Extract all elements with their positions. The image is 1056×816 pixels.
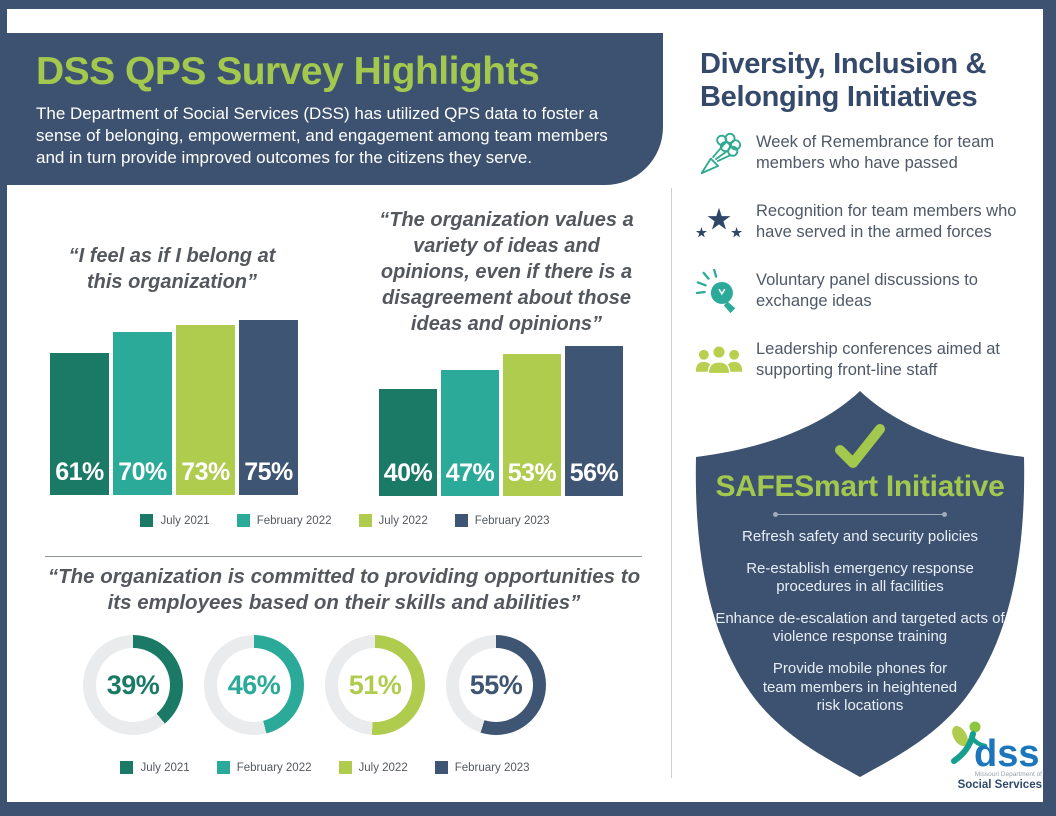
legend-swatch [216,761,230,774]
bouquet-icon [694,130,744,178]
sidebar-initiative-item: Recognition for team members who have se… [694,199,1046,247]
legend-item-february-2022: February 2022 [216,761,312,774]
header-block: DSS QPS Survey Highlights The Department… [0,33,663,185]
sidebar-initiative-text: Recognition for team members who have se… [756,202,1017,241]
legend-label: July 2022 [358,761,408,774]
bar-value-label: 47% [445,459,495,487]
sidebar-initiative-text: Leadership conferences aimed at supporti… [756,340,1000,379]
survey-question-ideas: “The organization values a variety of id… [379,209,634,335]
safesmart-divider [773,512,947,517]
page-title: DSS QPS Survey Highlights [36,50,540,93]
legend-swatch [236,514,250,527]
sidebar-initiative-item: Week of Remembrance for team members who… [694,130,1046,178]
legend-label: February 2023 [454,761,530,774]
legend-item-february-2023: February 2023 [434,761,530,774]
bar-july-2022: 73% [176,325,235,495]
safesmart-item: Enhance de-escalation and targeted acts … [715,609,1005,646]
safesmart-item: Re-establish emergency response procedur… [746,559,974,596]
donut-chart-row: 39% 46% 51% 55% [83,635,546,735]
legend-item-july-2022: July 2022 [338,761,408,774]
legend-swatch [338,761,352,774]
bar-february-2022: 70% [113,332,172,495]
bar-july-2021: 40% [379,389,437,496]
donut-february-2022: 46% [204,635,304,735]
safesmart-title: SAFESmart Initiative [715,470,1005,503]
sidebar-initiative-item: Voluntary panel discussions to exchange … [694,268,1046,316]
safesmart-item: Provide mobile phones for team members i… [762,659,958,715]
legend-swatch [140,514,154,527]
lightbulb-icon [694,268,744,316]
legend-item-july-2022: July 2022 [358,514,428,527]
survey-question-belonging: “I feel as if I belong at this organizat… [68,245,276,293]
stars-icon [694,199,744,247]
bar-chart-belonging: 61% 70% 73% 75% [50,320,298,495]
legend-swatch [120,761,134,774]
sidebar-initiatives-list: Week of Remembrance for team members who… [694,130,1046,385]
page-subtitle: The Department of Social Services (DSS) … [36,104,608,167]
svg-text:dss: dss [974,733,1039,775]
dss-logo: dss Missouri Department of Social Servic… [951,721,1042,791]
donut-value-label: 39% [96,648,170,722]
bar-value-label: 75% [244,458,293,486]
legend-item-july-2021: July 2021 [140,514,210,527]
legend-item-july-2021: July 2021 [120,761,190,774]
svg-text:Social Services: Social Services [958,779,1042,791]
legend-label: July 2021 [160,514,210,527]
bar-july-2022: 53% [503,354,561,496]
legend-label: July 2021 [140,761,190,774]
donut-february-2023: 55% [446,635,546,735]
sidebar-title: Diversity, Inclusion & Belonging Initiat… [700,48,987,114]
donut-value-label: 46% [217,648,291,722]
bar-february-2022: 47% [441,370,499,496]
survey-question-opportunities: “The organization is committed to provid… [47,565,641,614]
donut-value-label: 51% [338,648,412,722]
donut-value-label: 55% [459,648,533,722]
sidebar-initiative-item: Leadership conferences aimed at supporti… [694,337,1046,385]
legend-label: February 2023 [474,514,550,527]
donut-july-2021: 39% [83,635,183,735]
legend-swatch [434,761,448,774]
legend-swatch [454,514,468,527]
bar-value-label: 61% [55,458,104,486]
check-icon [835,424,885,468]
safesmart-item: Refresh safety and security policies [742,528,978,545]
legend-item-february-2022: February 2022 [236,514,332,527]
horizontal-divider [45,556,642,557]
svg-text:Missouri Department of: Missouri Department of [975,771,1042,778]
legend-swatch [358,514,372,527]
bar-value-label: 70% [118,458,167,486]
bar-value-label: 40% [383,459,433,487]
sidebar-initiative-text: Voluntary panel discussions to exchange … [756,271,978,310]
bar-july-2021: 61% [50,353,109,495]
bar-value-label: 73% [181,458,230,486]
bar-february-2023: 56% [565,346,623,496]
legend-label: February 2022 [236,761,312,774]
bar-chart-ideas: 40% 47% 53% 56% [379,346,623,496]
safesmart-items: Refresh safety and security policies Re-e… [708,528,1012,716]
donut-charts-legend: July 2021 February 2022 July 2022 February … [45,761,605,774]
bar-february-2023: 75% [239,320,298,495]
legend-item-february-2023: February 2023 [454,514,550,527]
legend-label: July 2022 [378,514,428,527]
vertical-divider [671,188,672,778]
shield-shape [695,391,1025,777]
bar-charts-legend: July 2021 February 2022 July 2022 February … [45,514,645,527]
sidebar-initiative-text: Week of Remembrance for team members who… [756,133,995,172]
bar-value-label: 56% [569,459,619,487]
legend-label: February 2022 [256,514,332,527]
bar-value-label: 53% [507,459,557,487]
people-group-icon [694,337,744,385]
donut-july-2022: 51% [325,635,425,735]
safesmart-panel: SAFESmart Initiative Refresh safety and … [692,388,1028,780]
